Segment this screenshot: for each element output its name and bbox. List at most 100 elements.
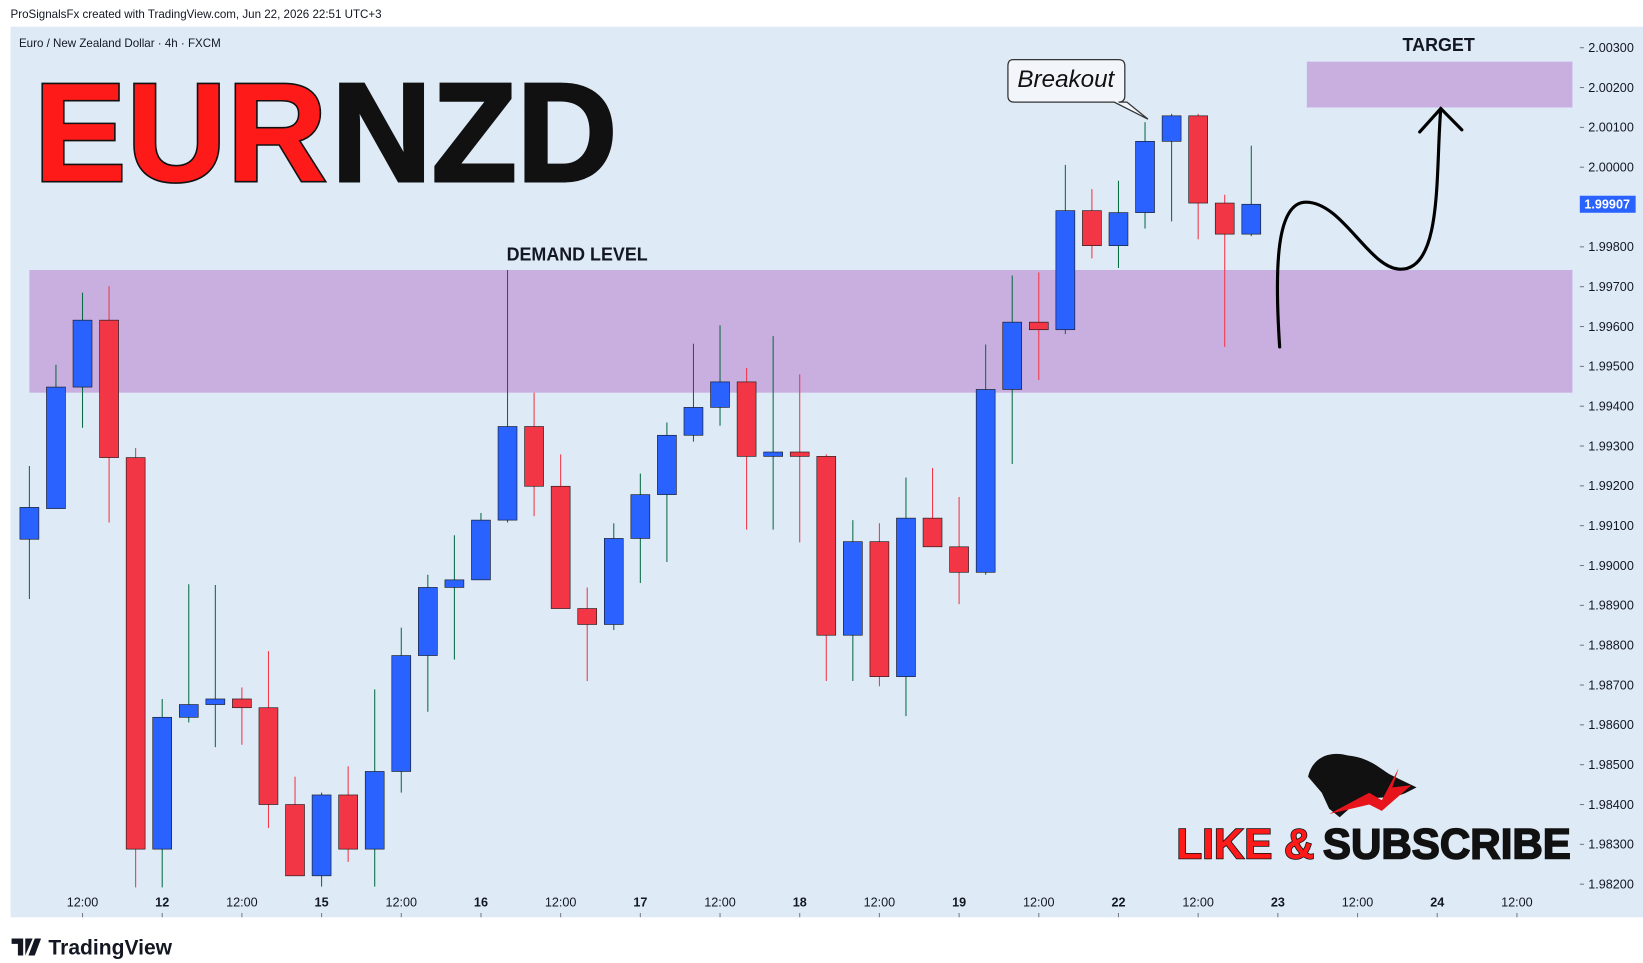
candle-body bbox=[46, 386, 66, 509]
candle-body bbox=[869, 541, 890, 677]
x-tick-label: 19 bbox=[952, 896, 966, 910]
y-tick-label: 1.98400 bbox=[1588, 798, 1634, 812]
y-tick-label: 1.99500 bbox=[1588, 360, 1634, 374]
candle-body bbox=[1055, 210, 1076, 331]
candle-body bbox=[949, 546, 969, 573]
candle-body bbox=[603, 538, 624, 625]
x-tick-label: 12 bbox=[155, 896, 169, 910]
callout-text: Breakout bbox=[1017, 66, 1115, 93]
candle-body bbox=[816, 456, 837, 636]
candle-body bbox=[1161, 115, 1182, 142]
candle-body bbox=[577, 608, 598, 625]
candle-body bbox=[524, 426, 544, 487]
x-tick-label: 23 bbox=[1271, 896, 1285, 910]
y-tick-label: 1.98500 bbox=[1588, 758, 1634, 772]
y-tick-label: 1.98800 bbox=[1588, 638, 1634, 652]
zone-label: TARGET bbox=[1403, 35, 1475, 55]
y-tick-label: 1.98700 bbox=[1588, 678, 1634, 692]
candle-body bbox=[232, 698, 252, 709]
x-tick-label: 12:00 bbox=[67, 896, 99, 910]
y-tick-label: 1.98600 bbox=[1588, 718, 1634, 732]
candle-body bbox=[364, 771, 385, 850]
y-tick-label: 1.99700 bbox=[1588, 280, 1634, 294]
candle-body bbox=[710, 381, 730, 408]
brand-logo bbox=[11, 938, 42, 956]
x-tick-label: 22 bbox=[1111, 896, 1125, 910]
x-tick-label: 12:00 bbox=[545, 896, 577, 910]
headline: EURNZD bbox=[34, 53, 617, 211]
y-tick-label: 2.00000 bbox=[1588, 160, 1634, 174]
symbol: Euro / New Zealand Dollar · 4h · FXCM bbox=[19, 37, 221, 50]
y-tick-label: 1.99800 bbox=[1588, 240, 1634, 254]
y-tick-label: 2.00300 bbox=[1588, 41, 1634, 55]
y-tick-label: 2.00200 bbox=[1588, 81, 1634, 95]
y-tick-label: 1.99400 bbox=[1588, 399, 1634, 413]
y-tick-label: 2.00100 bbox=[1588, 121, 1634, 135]
candle-body bbox=[789, 451, 810, 457]
credit: ProSignalsFx created with TradingView.co… bbox=[11, 8, 382, 21]
x-tick-label: 15 bbox=[315, 896, 329, 910]
candle-body bbox=[683, 407, 704, 436]
last-price-label: 1.99907 bbox=[1584, 197, 1630, 211]
y-tick-label: 1.98300 bbox=[1588, 838, 1634, 852]
x-tick-label: 12:00 bbox=[1182, 896, 1214, 910]
candle-body bbox=[444, 579, 465, 588]
candle-body bbox=[922, 517, 943, 548]
candle-body bbox=[338, 794, 358, 850]
x-tick-label: 17 bbox=[633, 896, 647, 910]
y-tick-label: 1.99000 bbox=[1588, 559, 1634, 573]
candle-body bbox=[975, 389, 996, 573]
candle-body bbox=[152, 716, 173, 850]
y-tick-label: 1.99200 bbox=[1588, 479, 1634, 493]
y-tick-label: 1.98200 bbox=[1588, 877, 1634, 891]
candle-body bbox=[418, 587, 438, 656]
x-tick-label: 12:00 bbox=[226, 896, 258, 910]
y-tick-label: 1.98900 bbox=[1588, 599, 1634, 613]
bull-stripe bbox=[1329, 768, 1412, 815]
candle-body bbox=[657, 434, 677, 495]
brand: TradingView bbox=[48, 936, 172, 959]
bull-shape bbox=[1308, 753, 1417, 818]
y-tick-label: 1.99100 bbox=[1588, 519, 1634, 533]
candle-body bbox=[550, 485, 571, 609]
candle-body bbox=[285, 804, 305, 877]
x-tick-label: 12:00 bbox=[1501, 896, 1533, 910]
candle-body bbox=[99, 319, 119, 458]
zone-label: DEMAND LEVEL bbox=[507, 244, 648, 264]
y-tick-label: 1.99600 bbox=[1588, 320, 1634, 334]
candle-body bbox=[471, 519, 491, 581]
candle-body bbox=[1108, 212, 1129, 246]
bull-logo bbox=[1308, 753, 1417, 818]
candle-body bbox=[763, 451, 783, 457]
candle-body bbox=[1028, 321, 1049, 331]
plot: DEMAND LEVEL TARGET 1.98200 1.98300 1.98400 1… bbox=[19, 35, 1636, 918]
x-tick-label: 18 bbox=[793, 896, 807, 910]
x-tick-label: 16 bbox=[474, 896, 488, 910]
headline-nzd: NZD bbox=[331, 53, 617, 211]
candle-body bbox=[205, 698, 226, 705]
last-price-box bbox=[1579, 195, 1636, 213]
candle-body bbox=[178, 704, 199, 718]
x-tick-label: 24 bbox=[1430, 896, 1444, 910]
y-tick-label: 1.99300 bbox=[1588, 439, 1634, 453]
candle-body bbox=[391, 655, 412, 772]
candle-body bbox=[311, 794, 332, 877]
candle-body bbox=[896, 517, 916, 677]
projection-arrow bbox=[1275, 106, 1464, 349]
candle-body bbox=[736, 381, 757, 457]
candle-body bbox=[72, 319, 93, 388]
x-tick-label: 12:00 bbox=[704, 896, 736, 910]
candle-body bbox=[843, 541, 863, 636]
candle-body bbox=[1135, 140, 1155, 213]
candle-body bbox=[1188, 115, 1208, 204]
x-tick-label: 12:00 bbox=[1023, 896, 1055, 910]
headline-eur: EUR bbox=[34, 53, 328, 211]
zone bbox=[1306, 61, 1573, 108]
breakout-callout: Breakout bbox=[1007, 58, 1149, 120]
candle-body bbox=[497, 426, 518, 521]
callout-box bbox=[1007, 58, 1149, 120]
promo-like: LIKE & bbox=[1176, 821, 1314, 868]
x-tick-label: 12:00 bbox=[385, 896, 417, 910]
candle-body bbox=[258, 707, 279, 805]
promo-subscribe: SUBSCRIBE bbox=[1323, 821, 1571, 868]
